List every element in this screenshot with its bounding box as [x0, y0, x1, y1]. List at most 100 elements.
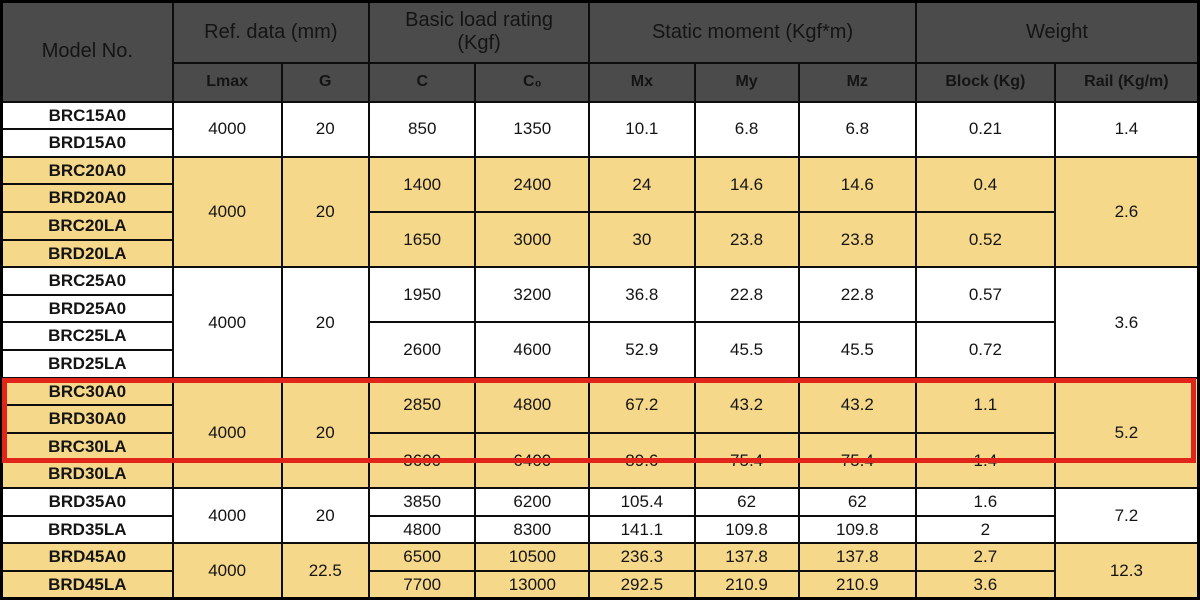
table-row: BRC25LA 2600 4600 52.9 45.5 45.5 0.72 [0, 321, 1199, 379]
mx-cell: 67.2 [588, 376, 696, 434]
table-row: BRD35A0 4000 20 3850 6200 105.4 62 62 1.… [0, 487, 1200, 545]
my-cell: 75.4 [693, 431, 800, 490]
c0-cell: 1350 [474, 100, 591, 158]
rail-cell: 2.6 [1053, 155, 1200, 269]
lmax-cell: 4000 [171, 266, 283, 379]
block-cell: 0.4 [914, 155, 1056, 213]
header-mx: Mx [588, 61, 696, 103]
c-cell: 1650 [367, 210, 477, 269]
table-row: BRC30A0 4000 20 2850 4800 67.2 43.2 43.2… [0, 376, 1200, 490]
my-cell: 14.6 [693, 155, 800, 213]
model-cell: BRC25LA [0, 321, 174, 351]
header-group-weight: Weight [914, 0, 1200, 64]
g-cell: 22.5 [280, 542, 370, 600]
model-cell: BRC15A0 [0, 100, 174, 131]
model-cell: BRD35LA [0, 514, 174, 545]
mx-cell: 10.1 [588, 100, 696, 158]
block-cell: 0.72 [914, 321, 1056, 379]
my-cell: 22.8 [693, 266, 800, 324]
c0-cell: 4800 [474, 376, 591, 434]
c-cell: 850 [367, 100, 477, 158]
mx-cell: 30 [588, 210, 696, 269]
mz-cell: 62 [797, 487, 917, 517]
block-cell: 2.7 [914, 542, 1056, 572]
table-row: BRC15A0 4000 20 850 1350 10.1 6.8 6.8 0.… [0, 100, 1200, 158]
my-cell: 23.8 [693, 210, 800, 269]
c-cell: 7700 [367, 569, 477, 600]
mz-cell: 43.2 [797, 376, 917, 434]
block-cell: 3.6 [914, 569, 1056, 600]
my-cell: 109.8 [693, 514, 800, 545]
model-cell: BRD30A0 [0, 404, 174, 434]
model-cell: BRD15A0 [0, 128, 174, 158]
mz-cell: 22.8 [797, 266, 917, 324]
c-cell: 1400 [367, 155, 477, 213]
header-rail-kgm: Rail (Kg/m) [1053, 61, 1200, 103]
lmax-cell: 4000 [171, 542, 283, 600]
lmax-cell: 4000 [171, 376, 283, 490]
header-c0: C₀ [474, 61, 591, 103]
header-mz: Mz [797, 61, 917, 103]
lmax-cell: 4000 [171, 100, 283, 158]
mx-cell: 24 [588, 155, 696, 213]
header-block-kg: Block (Kg) [914, 61, 1056, 103]
block-cell: 1.1 [914, 376, 1056, 434]
c0-cell: 3200 [474, 266, 591, 324]
c-cell: 2850 [367, 376, 477, 434]
model-cell: BRD25LA [0, 348, 174, 379]
table-row: BRD20A0 [0, 183, 1199, 213]
mz-cell: 109.8 [797, 514, 917, 545]
c-cell: 4800 [367, 514, 477, 545]
header-g: G [280, 61, 370, 103]
mz-cell: 14.6 [797, 155, 917, 213]
header-c: C [367, 61, 477, 103]
rail-cell: 7.2 [1053, 487, 1200, 545]
table-row: BRD45LA 7700 13000 292.5 210.9 210.9 3.6 [0, 569, 1199, 600]
g-cell: 20 [280, 100, 370, 158]
g-cell: 20 [280, 155, 370, 269]
my-cell: 210.9 [693, 569, 800, 600]
mx-cell: 236.3 [588, 542, 696, 572]
header-group-static-moment: Static moment (Kgf*m) [588, 0, 917, 64]
table-row: BRD30A0 [0, 404, 1199, 434]
model-cell: BRC20LA [0, 210, 174, 241]
c0-cell: 6200 [474, 487, 591, 517]
table-row: BRC20A0 4000 20 1400 2400 24 14.6 14.6 0… [0, 155, 1200, 269]
model-cell: BRD25A0 [0, 293, 174, 324]
my-cell: 137.8 [693, 542, 800, 572]
block-cell: 2 [914, 514, 1056, 545]
g-cell: 20 [280, 266, 370, 379]
c0-cell: 13000 [474, 569, 591, 600]
block-cell: 0.21 [914, 100, 1056, 158]
header-model-no: Model No. [0, 0, 174, 103]
model-cell: BRD20A0 [0, 183, 174, 213]
model-cell: BRC25A0 [0, 266, 174, 296]
header-group-row: Model No. Ref. data (mm) Basic load rati… [0, 0, 1200, 103]
rail-cell: 12.3 [1053, 542, 1200, 600]
table-row: BRD35LA 4800 8300 141.1 109.8 109.8 2 [0, 514, 1199, 545]
model-cell: BRC30A0 [0, 376, 174, 407]
mx-cell: 36.8 [588, 266, 696, 324]
mx-cell: 141.1 [588, 514, 696, 545]
model-cell: BRD45A0 [0, 542, 174, 572]
rail-cell: 1.4 [1053, 100, 1200, 158]
model-cell: BRD35A0 [0, 487, 174, 517]
g-cell: 20 [280, 487, 370, 545]
mz-cell: 23.8 [797, 210, 917, 269]
mx-cell: 292.5 [588, 569, 696, 600]
model-cell: BRC30LA [0, 431, 174, 462]
mx-cell: 89.6 [588, 431, 696, 490]
table-row: BRD25LA [0, 348, 1199, 379]
header-group-ref-data: Ref. data (mm) [171, 0, 370, 64]
mz-cell: 137.8 [797, 542, 917, 572]
table-row: BRC25A0 4000 20 1950 3200 36.8 22.8 22.8… [0, 266, 1200, 379]
c0-cell: 3000 [474, 210, 591, 269]
mz-cell: 75.4 [797, 431, 917, 490]
rail-cell: 3.6 [1053, 266, 1200, 379]
my-cell: 6.8 [693, 100, 800, 158]
header-my: My [693, 61, 800, 103]
c0-cell: 8300 [474, 514, 591, 545]
table-row: BRD30LA [0, 459, 1199, 490]
block-cell: 0.52 [914, 210, 1056, 269]
